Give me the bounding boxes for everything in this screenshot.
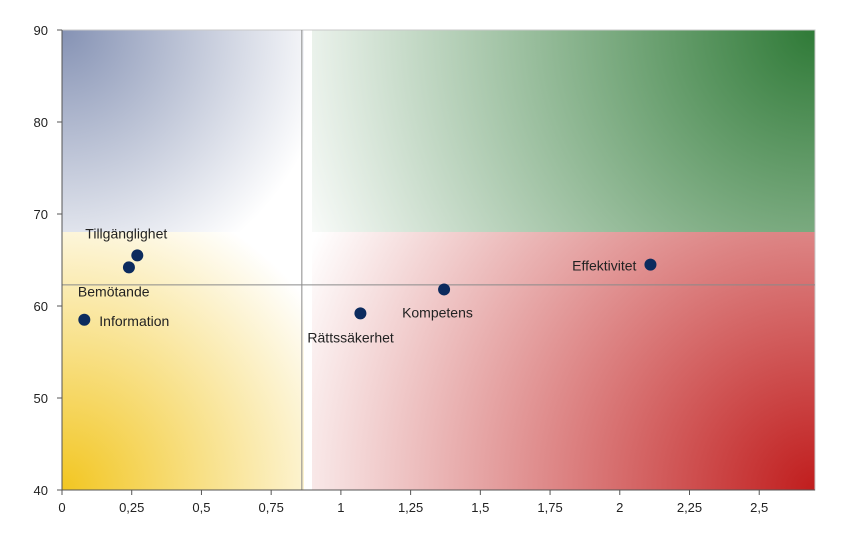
x-axis-ticks: 0 0,25 0,5 0,75 1 1,25 1,5 1,75 2 2,25 2,5	[58, 490, 768, 515]
data-point	[354, 307, 367, 320]
quadrant-top-left	[62, 30, 304, 232]
x-tick-label: 0	[58, 500, 65, 515]
x-tick-label: 0,5	[192, 500, 210, 515]
x-tick-label: 1,75	[537, 500, 562, 515]
data-point-label: Tillgänglighet	[85, 225, 167, 241]
data-point-label: Information	[99, 313, 169, 329]
y-tick-label: 40	[34, 483, 48, 498]
data-point	[78, 313, 91, 326]
data-point-label: Effektivitet	[572, 258, 636, 274]
quadrant-bottom-right	[312, 232, 815, 490]
y-tick-label: 90	[34, 23, 48, 38]
x-tick-label: 1	[337, 500, 344, 515]
x-tick-label: 2,25	[677, 500, 702, 515]
data-point	[131, 249, 144, 262]
plot-background	[61, 29, 816, 491]
x-tick-label: 0,25	[119, 500, 144, 515]
data-point-label: Rättssäkerhet	[307, 329, 393, 345]
data-points: Tillgänglighet Bemötande Information Rättss…	[78, 225, 657, 345]
y-tick-label: 70	[34, 207, 48, 222]
reference-lines	[62, 30, 815, 490]
data-point-label: Kompetens	[402, 304, 473, 320]
x-tick-label: 1,5	[471, 500, 489, 515]
x-tick-label: 2,5	[750, 500, 768, 515]
quadrant-bottom-left	[62, 232, 304, 490]
data-point-label: Bemötande	[78, 283, 150, 299]
x-tick-label: 0,75	[259, 500, 284, 515]
data-point	[644, 258, 657, 271]
x-tick-label: 2	[616, 500, 623, 515]
x-tick-label: 1,25	[398, 500, 423, 515]
quadrant-top-right	[312, 30, 815, 232]
y-tick-label: 60	[34, 299, 48, 314]
y-axis-ticks: 40 50 60 70 80 90	[34, 23, 62, 498]
y-tick-label: 80	[34, 115, 48, 130]
data-point	[438, 283, 451, 296]
data-point	[122, 261, 135, 274]
y-tick-label: 50	[34, 391, 48, 406]
